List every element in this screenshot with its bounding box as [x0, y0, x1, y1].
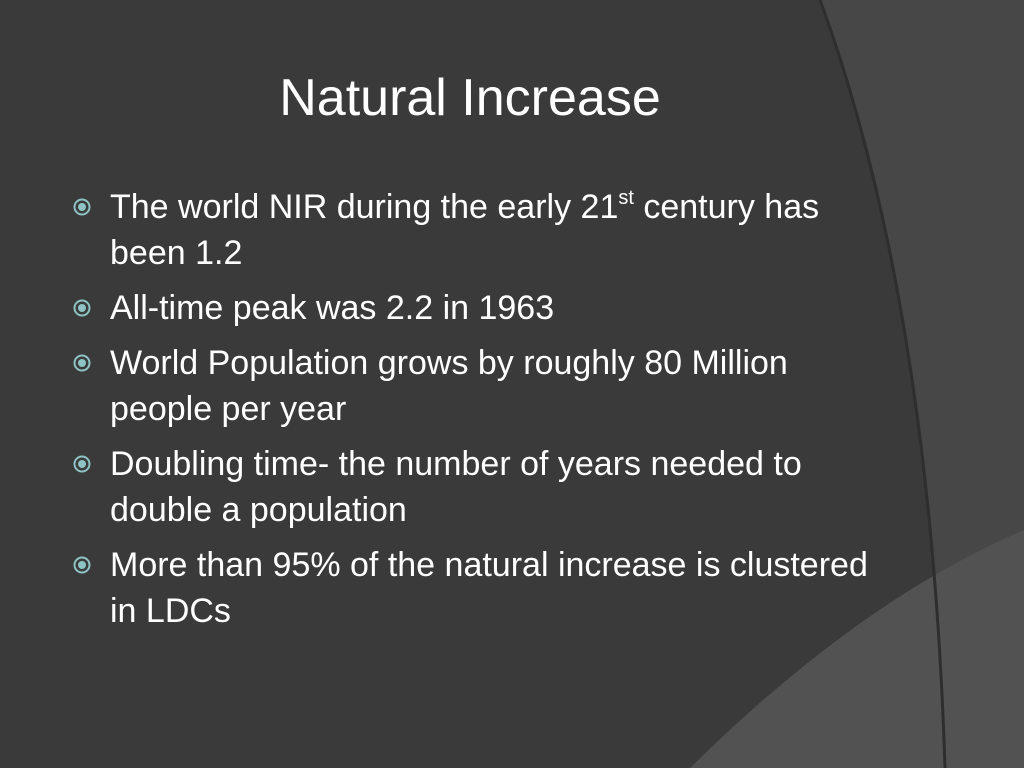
slide-title: Natural Increase: [279, 69, 661, 127]
bullet-icon: [73, 299, 91, 317]
background-curve: [690, 530, 1024, 768]
bullet-icon: [73, 556, 91, 574]
bullet-item: World Population grows by roughly 80 Mil…: [73, 340, 885, 432]
bullet-item: More than 95% of the natural increase is…: [73, 542, 885, 634]
bullet-text: century has been 1.2: [110, 188, 820, 272]
bullet-text: Doubling time- the number of years neede…: [110, 445, 802, 529]
bullet-icon: [73, 354, 91, 372]
bullet-item: Doubling time- the number of years neede…: [73, 441, 885, 533]
panel-edge: [818, 0, 947, 768]
bullet-icon: [73, 198, 91, 216]
bullet-item: All-time peak was 2.2 in 1963: [73, 285, 885, 331]
bullet-text: World Population grows by roughly 80 Mil…: [110, 344, 788, 428]
bullet-icon: [73, 455, 91, 473]
bullet-text: The world NIR during the early 21: [110, 188, 619, 226]
bullet-text: All-time peak was 2.2 in 1963: [110, 289, 555, 327]
superscript: st: [618, 187, 634, 209]
bullet-text: More than 95% of the natural increase is…: [110, 546, 868, 630]
bullet-item: The world NIR during the early 21st cent…: [73, 184, 885, 276]
bullet-list: The world NIR during the early 21st cent…: [73, 184, 885, 643]
